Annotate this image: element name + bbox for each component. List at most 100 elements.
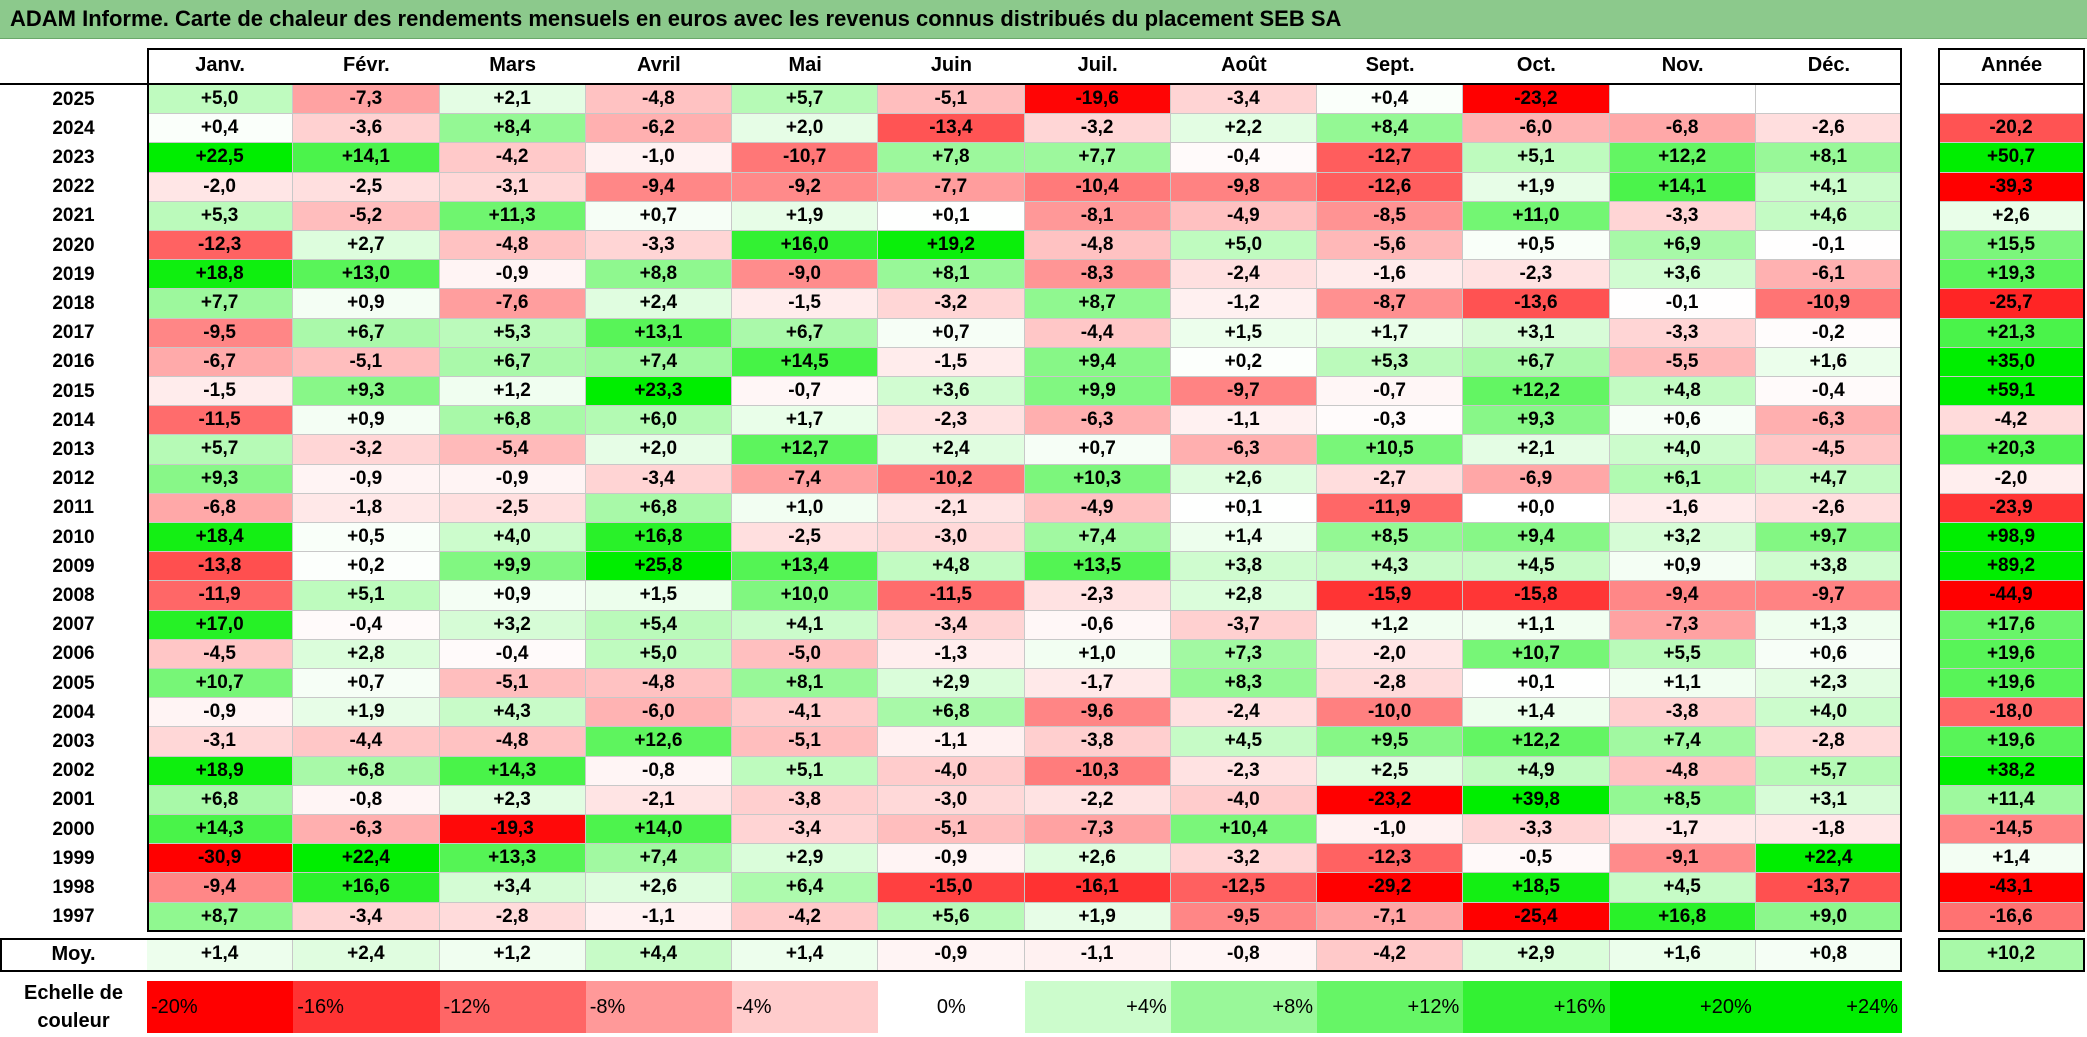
average-cell: -0,9 (878, 937, 1025, 972)
scale-step: +12% (1317, 981, 1464, 1033)
heatmap-cell: -4,0 (878, 756, 1025, 786)
heatmap-cell: +12,2 (1463, 727, 1610, 757)
heatmap-cell: -0,4 (293, 610, 440, 640)
heatmap-cell: -8,1 (1024, 201, 1171, 231)
heatmap-cell: -5,2 (293, 201, 440, 231)
year-label: 2017 (52, 322, 95, 344)
heatmap-cell: +0,4 (147, 114, 294, 144)
heatmap-cell: -16,1 (1024, 873, 1171, 903)
heatmap-cell: -9,7 (1755, 581, 1902, 611)
heatmap-cell: -2,3 (1463, 260, 1610, 290)
heatmap-cell: -3,8 (732, 785, 879, 815)
heatmap-cell: +9,9 (439, 552, 586, 582)
heatmap-cell: +0,6 (1609, 406, 1756, 436)
heatmap-cell: +2,1 (439, 85, 586, 115)
heatmap-cell: -10,9 (1755, 289, 1902, 319)
heatmap-cell: +14,0 (585, 815, 732, 845)
heatmap-cell: -2,2 (1024, 785, 1171, 815)
heatmap-cell: +0,7 (1024, 435, 1171, 465)
heatmap-cell: +1,5 (1170, 318, 1317, 348)
average-cell: +4,4 (585, 937, 732, 972)
heatmap-cell: +16,8 (585, 523, 732, 553)
heatmap-cell: -3,8 (1609, 698, 1756, 728)
heatmap-cell: +11,3 (439, 201, 586, 231)
heatmap-cell: +10,7 (147, 669, 294, 699)
heatmap-cell: +0,2 (293, 552, 440, 582)
scale-step: +8% (1170, 981, 1317, 1033)
heatmap-cell: +12,6 (585, 727, 732, 757)
scale-step: -12% (439, 981, 586, 1033)
heatmap-cell: -2,8 (1755, 727, 1902, 757)
heatmap-cell: +10,0 (732, 581, 879, 611)
heatmap-cell: -3,1 (439, 172, 586, 202)
annual-cell: -18,0 (1938, 698, 2085, 728)
heatmap-cell: -10,7 (732, 143, 879, 173)
heatmap-cell: -0,9 (439, 260, 586, 290)
year-label: 2015 (52, 380, 95, 402)
average-cell: -4,2 (1317, 937, 1464, 972)
annual-cell: +11,4 (1938, 785, 2085, 815)
heatmap-cell: +1,7 (1317, 318, 1464, 348)
year-label: 1998 (52, 876, 95, 898)
heatmap-cell: +18,5 (1463, 873, 1610, 903)
heatmap-cell: +2,1 (1463, 435, 1610, 465)
heatmap-cell: -1,6 (1317, 260, 1464, 290)
heatmap-cell: +4,1 (1755, 172, 1902, 202)
heatmap-cell: -0,7 (1317, 377, 1464, 407)
heatmap-cell: -1,0 (585, 143, 732, 173)
heatmap-cell: -12,3 (147, 231, 294, 261)
heatmap-cell (1609, 85, 1756, 115)
heatmap-cell: +1,9 (1024, 902, 1171, 932)
heatmap-cell: -29,2 (1317, 873, 1464, 903)
heatmap-cell: +6,9 (1609, 231, 1756, 261)
heatmap-cell: -3,2 (878, 289, 1025, 319)
heatmap-cell: +2,3 (439, 785, 586, 815)
annual-cell: +19,6 (1938, 639, 2085, 669)
heatmap-cell: +23,3 (585, 377, 732, 407)
heatmap-cell: +7,8 (878, 143, 1025, 173)
heatmap-cell: -3,0 (878, 785, 1025, 815)
year-label: 2018 (52, 292, 95, 314)
heatmap-cell: -9,8 (1170, 172, 1317, 202)
heatmap-cell: -3,0 (878, 523, 1025, 553)
heatmap-cell: +5,3 (147, 201, 294, 231)
heatmap-cell: -2,3 (1024, 581, 1171, 611)
heatmap-cell: -10,0 (1317, 698, 1464, 728)
heatmap-cell: -9,5 (147, 318, 294, 348)
heatmap-cell: -2,5 (732, 523, 879, 553)
annual-cell: +2,6 (1938, 201, 2085, 231)
month-header: Sept. (1365, 53, 1415, 76)
year-label: 2023 (52, 146, 95, 168)
month-header: Mai (788, 53, 822, 76)
heatmap-cell: +12,2 (1463, 377, 1610, 407)
heatmap-cell: -7,4 (732, 464, 879, 494)
month-header: Août (1221, 53, 1267, 76)
heatmap-cell: -3,2 (1170, 844, 1317, 874)
scale-step: -20% (147, 981, 294, 1033)
scale-step: +20% (1609, 981, 1756, 1033)
year-label: 2013 (52, 438, 95, 460)
heatmap-cell: -4,8 (1024, 231, 1171, 261)
heatmap-cell: +25,8 (585, 552, 732, 582)
heatmap-cell: +3,1 (1463, 318, 1610, 348)
title-bar: ADAM Informe. Carte de chaleur des rende… (0, 0, 2087, 39)
heatmap-cell: -1,1 (878, 727, 1025, 757)
heatmap-cell: -0,1 (1609, 289, 1756, 319)
annual-header: Année (1980, 53, 2043, 76)
heatmap-cell: +2,8 (1170, 581, 1317, 611)
heatmap-cell: +3,4 (439, 873, 586, 903)
heatmap-cell: -13,4 (878, 114, 1025, 144)
year-label: 2003 (52, 730, 95, 752)
heatmap-cell: -19,3 (439, 815, 586, 845)
average-cell: +1,4 (732, 937, 879, 972)
heatmap-cell: -2,6 (1755, 493, 1902, 523)
heatmap-cell: -0,4 (1755, 377, 1902, 407)
heatmap-cell: -0,9 (439, 464, 586, 494)
annual-cell: +20,3 (1938, 435, 2085, 465)
heatmap-cell: +6,7 (1463, 347, 1610, 377)
year-label: 2000 (52, 818, 95, 840)
heatmap-cell: -9,2 (732, 172, 879, 202)
annual-cell: +59,1 (1938, 377, 2085, 407)
heatmap-cell: +1,9 (1463, 172, 1610, 202)
annual-cell: -4,2 (1938, 406, 2085, 436)
